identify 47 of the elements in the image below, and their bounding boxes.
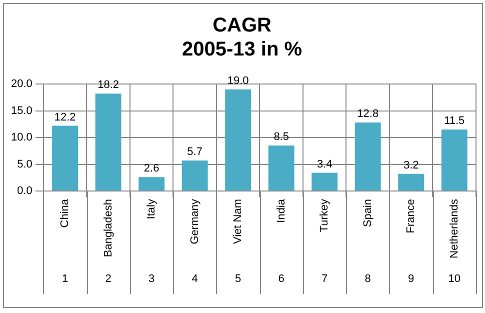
text: 7 [322,273,328,286]
bar [225,89,252,190]
x-tick-label: Viet Nam [232,199,244,244]
x-tick-label: Bangladesh [102,199,114,258]
bar [138,177,165,190]
text: 4 [192,273,198,286]
bar [441,129,468,190]
text: 3 [148,273,155,286]
data-label: 3.2 [403,159,419,172]
text: 8 [364,273,371,286]
text: 2 [105,273,112,286]
bar [354,122,381,190]
x-tick-label: Germany [188,198,201,244]
x-tick-label: Italy [146,198,158,220]
bar [182,160,208,190]
text: 10 [448,273,460,286]
data-label: 12.2 [54,111,76,124]
bar [312,172,338,190]
x-tick-label: Spain [362,199,374,228]
y-tick-label: 20.0 [10,78,32,90]
bar [398,174,424,190]
x-tick-label: France [405,199,418,234]
data-label: 12.8 [357,108,379,120]
text: 1 [62,273,68,286]
text: CAGR [212,14,272,37]
data-label: 18.2 [98,79,120,92]
bar [52,126,78,190]
x-tick-label: China [59,198,72,228]
data-label: 19.0 [227,74,249,87]
text: 6 [278,273,284,286]
text: 5 [235,273,242,286]
y-tick-label: 0.0 [17,185,32,198]
data-label: 5.7 [187,146,202,158]
data-label: 2.6 [144,162,160,175]
data-label: 3.4 [316,158,332,170]
text: 2005-13 in % [182,38,302,61]
x-tick-label: India [275,198,288,223]
data-label: 11.5 [444,115,465,128]
x-tick-label: Netherlands [448,198,460,258]
bar [95,94,122,190]
x-tick-label: Turkey [318,198,331,232]
text: 9 [408,273,414,286]
bar [268,146,294,190]
y-tick-label: 10.0 [10,132,32,144]
data-label: 8.5 [274,131,289,144]
y-tick-label: 15.0 [10,104,32,117]
y-tick-label: 5.0 [17,158,32,170]
